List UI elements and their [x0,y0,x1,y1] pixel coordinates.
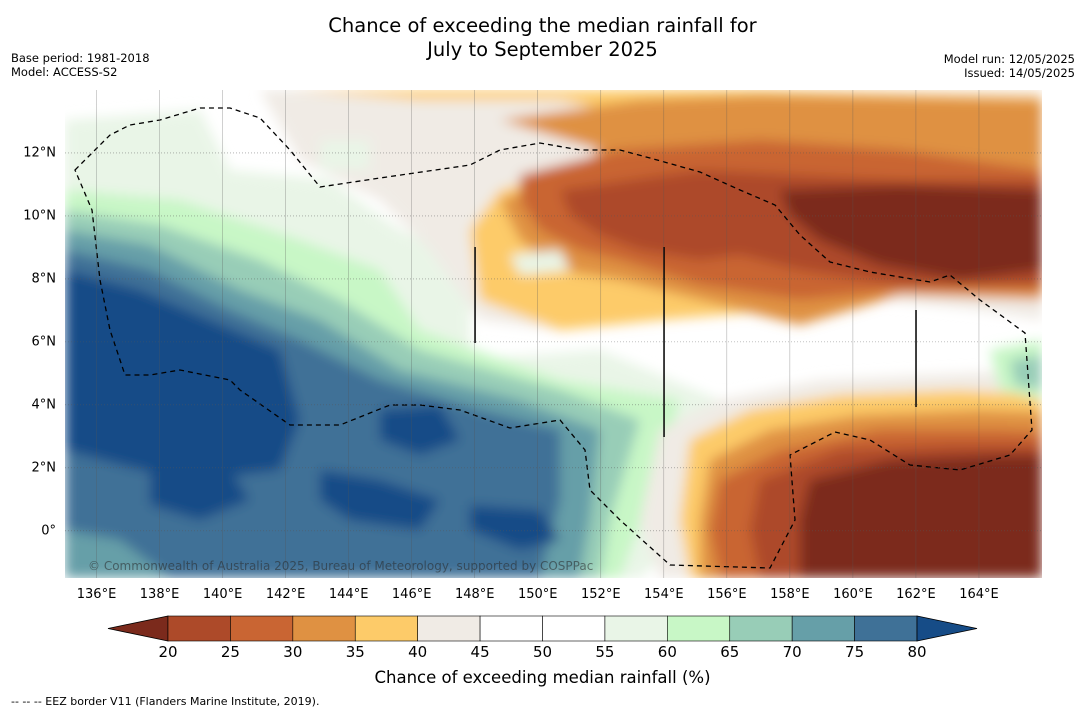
lat-tick-label: 4°N [31,397,57,413]
colorbar-tick-label: 60 [657,643,677,661]
title-line-2: July to September 2025 [427,38,658,61]
colorbar-bin [854,615,918,642]
colorbar-bin [479,615,543,642]
colorbar-bin [604,615,668,642]
colorbar-tick-label: 35 [345,643,365,661]
colorbar-extend-high [916,615,978,642]
colorbar-extend-low [107,615,169,642]
lon-tick-label: 158°E [770,587,810,602]
lat-tick-label: 10°N [23,208,56,224]
region-green-e2 [1010,355,1042,390]
gridlines [65,90,1042,578]
colorbar-bin [791,615,855,642]
lon-tick-label: 148°E [454,587,495,602]
lat-tick-label: 6°N [31,334,57,350]
colorbar-tick-label: 30 [283,643,303,661]
lon-tick-label: 162°E [896,587,936,602]
lat-tick-label: 12°N [23,145,56,161]
meta-right: Model run: 12/05/2025 Issued: 14/05/2025 [944,52,1075,80]
colorbar-bin [167,615,231,642]
issued-date: Issued: 14/05/2025 [964,66,1075,80]
base-period: Base period: 1981-2018 [11,51,150,65]
colorbar-tick-label: 20 [158,643,178,661]
lon-tick-label: 152°E [581,587,621,602]
region-20-s [800,455,1042,578]
colorbar-tick-label: 65 [720,643,740,661]
meta-left: Base period: 1981-2018 Model: ACCESS-S2 [11,51,150,79]
title-line-1: Chance of exceeding the median rainfall … [328,14,757,37]
colorbar-tick-label: 55 [595,643,615,661]
colorbar-bin [667,615,731,642]
lon-tick-label: 156°E [707,587,747,602]
colorbar-bin [354,615,418,642]
lat-tick-label: 0° [41,523,56,539]
region-20-n [780,185,1042,280]
colorbar [107,615,978,642]
lon-tick-label: 144°E [328,587,369,602]
footer-note: -- -- -- EEZ border V11 (Flanders Marine… [11,695,320,708]
lat-tick-label: 8°N [31,271,57,287]
region-80-d [320,470,440,530]
forecast-field [65,90,1042,578]
colorbar-bin [292,615,356,642]
lon-tick-label: 146°E [391,587,432,602]
lon-tick-label: 138°E [139,587,180,602]
colorbar-tick-label: 80 [907,643,927,661]
model-name: Model: ACCESS-S2 [11,65,118,79]
colorbar-bin [542,615,606,642]
lon-tick-label: 150°E [517,587,558,602]
colorbar-bin [417,615,481,642]
lon-tick-label: 136°E [76,587,117,602]
colorbar-tick-label: 45 [470,643,490,661]
lon-tick-label: 140°E [202,587,243,602]
region-80-b [65,270,300,480]
colorbar-title: Chance of exceeding median rainfall (%) [374,668,711,687]
colorbar-tick-label: 40 [408,643,428,661]
colorbar-tick-label: 70 [782,643,802,661]
lon-tick-label: 160°E [833,587,873,602]
colorbar-bin [230,615,294,642]
region-80-c [380,405,460,455]
colorbar-tick-label: 75 [845,643,865,661]
colorbar-tick-label: 25 [220,643,240,661]
colorbar-tick-label: 50 [532,643,553,661]
credit-text: © Commonwealth of Australia 2025, Bureau… [88,559,594,573]
map-title: Chance of exceeding the median rainfall … [0,14,1085,62]
eez-border [74,107,1033,569]
colorbar-bin [729,615,793,642]
region-80-f [150,465,250,520]
lat-tick-label: 2°N [31,460,57,476]
region-light-2 [510,250,570,275]
lon-tick-label: 164°E [959,587,999,602]
lon-tick-label: 154°E [644,587,684,602]
model-run: Model run: 12/05/2025 [943,52,1075,66]
region-light-1 [320,140,370,170]
lon-tick-label: 142°E [265,587,306,602]
